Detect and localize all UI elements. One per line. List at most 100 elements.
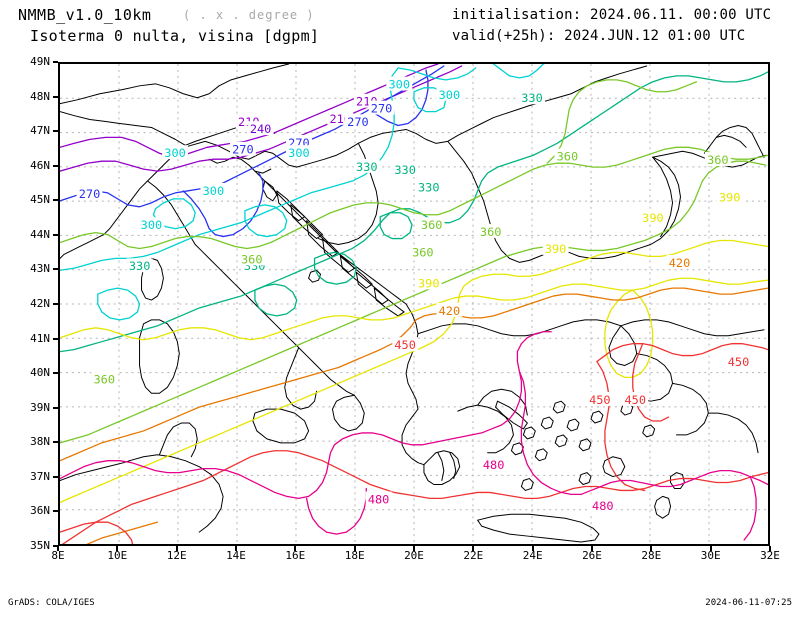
contour-label-halo bbox=[386, 76, 413, 91]
contour-label-halo bbox=[286, 145, 312, 160]
contour-label-halo bbox=[622, 392, 649, 406]
contour-label-halo bbox=[436, 302, 463, 317]
x-axis-tick-mark bbox=[709, 546, 712, 551]
contour-label-halo bbox=[436, 86, 463, 101]
contour-label-450: 450 bbox=[624, 393, 646, 407]
contour-label-halo bbox=[76, 186, 103, 201]
contour-label-390: 390 bbox=[642, 211, 664, 225]
field-title: Isoterma 0 nulta, visina [dgpm] bbox=[30, 27, 320, 45]
y-axis-tick-mark bbox=[53, 61, 58, 63]
contour-label-halo bbox=[365, 491, 392, 506]
map-svg: 2102102102402702702702702703003003003003… bbox=[60, 64, 768, 544]
contour-label-halo bbox=[392, 162, 419, 177]
contour-label-420: 420 bbox=[439, 304, 461, 318]
x-axis-tick-mark bbox=[175, 546, 178, 551]
x-axis-tick-mark bbox=[472, 546, 475, 551]
x-axis-tick-mark bbox=[57, 546, 59, 551]
contour-label-halo bbox=[415, 179, 442, 194]
contour-label-halo bbox=[586, 392, 613, 406]
contour-label-halo bbox=[519, 90, 545, 105]
contour-330 bbox=[60, 71, 768, 353]
contour-label-270: 270 bbox=[232, 143, 254, 157]
contour-label-420: 420 bbox=[669, 256, 691, 270]
contour-label-300: 300 bbox=[439, 88, 461, 102]
y-axis-tick-label: 45N bbox=[30, 193, 50, 207]
y-axis-tick-label: 43N bbox=[30, 262, 50, 276]
contour-label-390: 390 bbox=[545, 242, 567, 256]
contour-label-300: 300 bbox=[164, 146, 186, 160]
contour-label-halo bbox=[716, 189, 743, 204]
contour-420 bbox=[60, 287, 768, 544]
contour-label-360: 360 bbox=[557, 150, 579, 164]
x-axis-tick-label: 26E bbox=[582, 549, 602, 562]
y-axis-tick-mark bbox=[53, 510, 58, 513]
x-axis-tick-mark bbox=[769, 546, 771, 551]
contour-label-450: 450 bbox=[728, 355, 750, 369]
contour-label-450: 450 bbox=[394, 338, 416, 352]
x-axis-tick-label: 22E bbox=[463, 549, 484, 562]
contour-450 bbox=[60, 343, 768, 544]
x-axis-tick-label: 16E bbox=[285, 549, 306, 562]
x-axis-tick-mark bbox=[531, 546, 534, 551]
contour-label-halo bbox=[589, 498, 616, 513]
contour-label-halo bbox=[368, 100, 395, 115]
y-axis-tick-mark bbox=[53, 95, 58, 98]
x-axis-tick-mark bbox=[235, 546, 237, 551]
x-axis-tick-label: 8E bbox=[51, 549, 65, 562]
contour-label-450: 450 bbox=[589, 393, 611, 407]
contour-label-270: 270 bbox=[79, 187, 101, 201]
x-axis-tick-label: 18E bbox=[344, 549, 365, 562]
contour-label-330: 330 bbox=[418, 180, 440, 194]
contour-label-halo bbox=[126, 258, 153, 273]
contour-lines bbox=[60, 64, 768, 544]
y-axis-tick-label: 42N bbox=[30, 297, 50, 310]
y-axis-tick-label: 48N bbox=[30, 89, 50, 103]
contour-label-halo bbox=[200, 182, 227, 197]
y-axis-tick-label: 44N bbox=[30, 227, 50, 241]
y-axis-tick-label: 41N bbox=[30, 331, 50, 345]
x-axis-tick-label: 24E bbox=[522, 549, 543, 562]
y-axis-tick-label: 47N bbox=[30, 124, 50, 138]
contour-label-330: 330 bbox=[394, 163, 416, 177]
contour-label-halo bbox=[91, 371, 118, 386]
x-axis-tick-mark bbox=[294, 546, 297, 551]
y-axis-tick-mark bbox=[53, 406, 58, 409]
y-axis-tick-label: 37N bbox=[30, 469, 50, 483]
render-timestamp: 2024-06-11-07:25 bbox=[705, 598, 792, 608]
contour-label-halo bbox=[477, 224, 504, 238]
contour-label-330: 330 bbox=[521, 91, 543, 105]
contour-map-plot: 2102102102402702702702702703003003003003… bbox=[58, 62, 770, 546]
contour-label-480: 480 bbox=[592, 499, 614, 513]
chart-header: NMMB_v1.0_10km ( . x . degree ) Isoterma… bbox=[0, 0, 800, 52]
contour-label-halo bbox=[353, 158, 380, 173]
contour-label-halo bbox=[418, 217, 445, 232]
contour-label-300: 300 bbox=[388, 78, 410, 92]
initialisation-time: initialisation: 2024.06.11. 00:00 UTC bbox=[452, 7, 772, 23]
contour-label-360: 360 bbox=[241, 252, 263, 266]
x-axis-tick-mark bbox=[591, 546, 593, 551]
contour-label-halo bbox=[480, 457, 507, 472]
contour-label-halo bbox=[229, 141, 256, 156]
y-axis-tick-label: 36N bbox=[30, 504, 50, 518]
y-axis-tick-mark bbox=[53, 545, 58, 547]
contour-390 bbox=[60, 239, 768, 503]
contour-label-270: 270 bbox=[347, 115, 369, 129]
contour-label-300: 300 bbox=[141, 218, 163, 232]
contour-300 bbox=[60, 64, 544, 321]
map-canvas: 2102102102402702702702702703003003003003… bbox=[60, 64, 768, 544]
valid-time: valid(+25h): 2024.JUN.12 01:00 UTC bbox=[452, 28, 746, 44]
y-axis-tick-label: 49N bbox=[30, 55, 50, 68]
contour-label-330: 330 bbox=[356, 160, 378, 174]
coastlines bbox=[60, 64, 767, 543]
contour-label-halo bbox=[162, 145, 188, 160]
x-axis-tick-label: 14E bbox=[226, 549, 246, 562]
y-axis-tick-mark bbox=[53, 164, 58, 167]
x-axis-tick-label: 28E bbox=[641, 549, 662, 562]
y-axis-tick-mark bbox=[53, 337, 58, 340]
contour-label-360: 360 bbox=[421, 218, 443, 232]
contour-label-360: 360 bbox=[480, 225, 502, 239]
y-axis-tick-label: 46N bbox=[30, 158, 50, 172]
y-axis-tick-label: 38N bbox=[30, 435, 50, 449]
y-axis-tick-mark bbox=[53, 303, 58, 305]
resolution-note: ( . x . degree ) bbox=[183, 8, 315, 22]
